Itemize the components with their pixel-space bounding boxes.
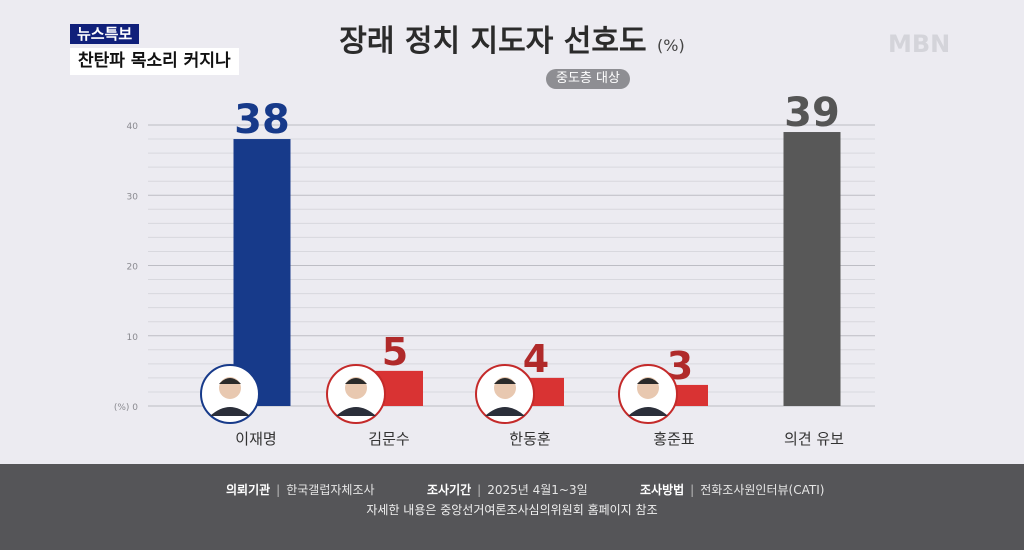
category-label: 이재명	[235, 430, 276, 448]
category-label: 김문수	[368, 430, 409, 448]
avatar-hair-icon	[637, 378, 659, 384]
survey-footer: 의뢰기관 | 한국갤럽자체조사 조사기간 | 2025년 4월1~3일 조사방법 | 전화조…	[0, 464, 1024, 550]
category-label: 홍준표	[653, 430, 695, 448]
bar	[783, 132, 841, 406]
method-value: 전화조사원인터뷰(CATI)	[700, 483, 825, 497]
category-label: 의견 유보	[784, 430, 844, 448]
bar	[233, 139, 291, 407]
chart-subtitle: 중도층 대상	[546, 69, 630, 89]
y-tick-label: 40	[127, 122, 139, 132]
period-label: 조사기간	[427, 483, 472, 497]
avatar-suit-icon	[336, 407, 376, 416]
method-label: 조사방법	[640, 483, 685, 497]
avatar-hair-icon	[219, 378, 241, 384]
footer-client: 의뢰기관 | 한국갤럽자체조사	[226, 483, 375, 497]
data-label: 4	[523, 337, 549, 381]
avatar-hair-icon	[494, 378, 516, 384]
y-tick-label: (%) 0	[114, 403, 138, 413]
data-label: 39	[784, 90, 840, 136]
period-value: 2025년 4월1~3일	[487, 483, 588, 497]
mbn-logo: MBN	[888, 30, 951, 58]
avatar-hair-icon	[345, 378, 367, 384]
headline: 찬탄파 목소리 커지나	[70, 48, 239, 75]
y-tick-label: 20	[127, 263, 139, 273]
footer-period: 조사기간 | 2025년 4월1~3일	[427, 483, 588, 497]
chart-title: 장래 정치 지도자 선호도	[339, 24, 647, 59]
category-label: 한동훈	[509, 430, 550, 448]
avatar-suit-icon	[210, 407, 250, 416]
footer-method: 조사방법 | 전화조사원인터뷰(CATI)	[640, 483, 825, 497]
avatar-suit-icon	[628, 407, 668, 416]
footer-note: 자세한 내용은 중앙선거여론조사심의위원회 홈페이지 참조	[366, 503, 658, 517]
news-badge: 뉴스특보	[70, 24, 140, 44]
data-label: 38	[234, 97, 290, 143]
y-tick-label: 30	[127, 192, 139, 202]
chart-title-unit: (%)	[657, 36, 685, 55]
client-label: 의뢰기관	[226, 483, 271, 497]
y-tick-label: 10	[127, 333, 139, 343]
avatar-suit-icon	[485, 407, 525, 416]
chart-title-row: 장래 정치 지도자 선호도 (%)	[0, 22, 1024, 66]
data-label: 5	[382, 330, 408, 374]
client-value: 한국갤럽자체조사	[286, 483, 375, 497]
